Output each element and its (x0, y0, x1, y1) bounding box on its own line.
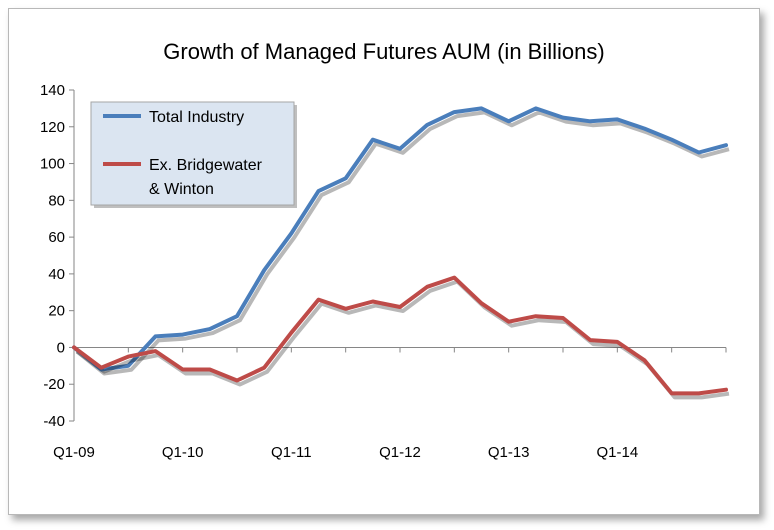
x-tick-label: Q1-10 (162, 444, 204, 461)
legend-label-0: Total Industry (149, 109, 244, 126)
x-tick-label: Q1-09 (53, 444, 95, 461)
y-tick-label: 40 (48, 266, 65, 283)
legend-box (90, 101, 295, 206)
x-tick-label: Q1-13 (488, 444, 530, 461)
y-tick-label: -20 (43, 376, 65, 393)
series-line-1 (72, 275, 728, 396)
y-tick-label: 0 (57, 339, 65, 356)
chart-title: Growth of Managed Futures AUM (in Billio… (163, 39, 604, 64)
x-tick-label: Q1-11 (271, 444, 312, 461)
y-tick-label: 60 (48, 229, 65, 246)
legend-label-1: Ex. Bridgewater (149, 157, 263, 174)
legend-label-1: & Winton (149, 181, 214, 198)
chart-frame: Growth of Managed Futures AUM (in Billio… (8, 8, 760, 515)
y-tick-label: 80 (48, 192, 65, 209)
plot-area: -40 -20 0 20 40 60 80 100 120 140 Q1-09 Q1-10 Q1-11 Q… (40, 82, 730, 461)
x-tick-label: Q1-14 (596, 444, 638, 461)
y-tick-label: 100 (40, 156, 65, 173)
y-tick-label: -40 (43, 413, 65, 430)
x-tick-label: Q1-12 (379, 444, 421, 461)
legend: Total Industry Ex. Bridgewater & Winton (90, 101, 297, 208)
y-tick-label: 120 (40, 119, 65, 136)
series-shadow-0 (75, 110, 730, 376)
series-line-0 (72, 106, 728, 372)
line-chart: Growth of Managed Futures AUM (in Billio… (40, 39, 730, 461)
y-tick-label: 140 (40, 82, 65, 99)
y-tick-label: 20 (48, 303, 65, 320)
